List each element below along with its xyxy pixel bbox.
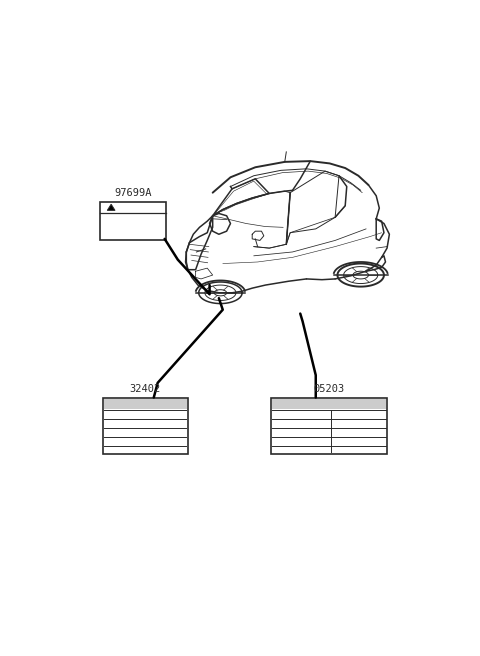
Bar — [100, 202, 166, 240]
Text: 97699A: 97699A — [115, 188, 152, 198]
Text: 32402: 32402 — [130, 384, 161, 394]
Bar — [271, 398, 387, 454]
Bar — [103, 398, 188, 454]
Bar — [104, 400, 187, 409]
Polygon shape — [107, 204, 115, 211]
Bar — [272, 400, 386, 409]
Text: 05203: 05203 — [313, 384, 345, 394]
